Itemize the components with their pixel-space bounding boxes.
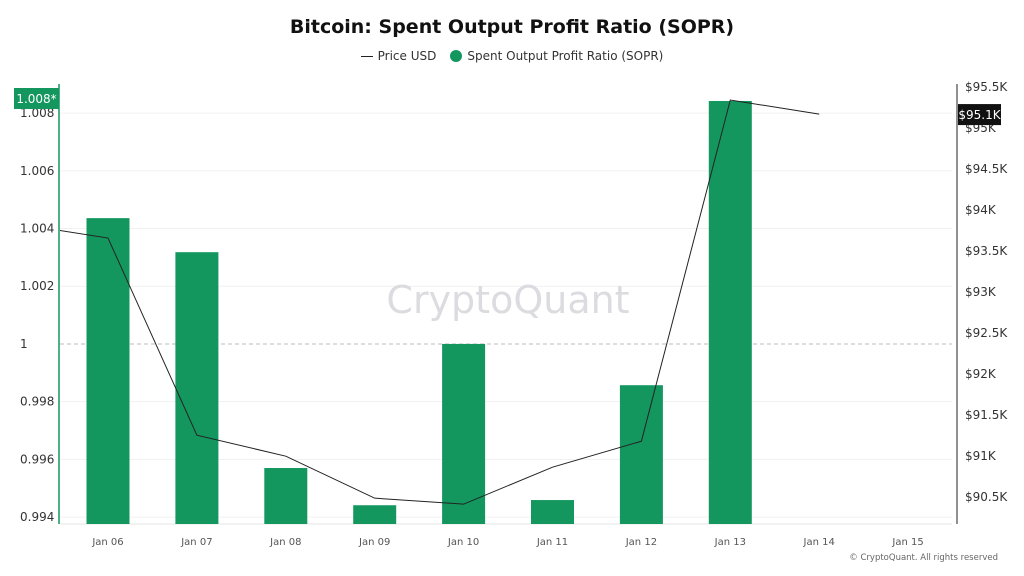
left-tick-label: 0.996 bbox=[20, 452, 54, 466]
right-tick-label: $92K bbox=[965, 367, 997, 381]
left-tick-label: 1.004 bbox=[20, 222, 54, 236]
x-tick-label: Jan 12 bbox=[625, 537, 657, 548]
left-value-marker bbox=[14, 88, 59, 109]
left-tick-label: 0.998 bbox=[20, 395, 54, 409]
bar-jan-07 bbox=[175, 252, 219, 524]
bar-jan-12 bbox=[619, 385, 663, 524]
right-value-marker bbox=[958, 104, 1001, 126]
left-value-marker-label: 1.008* bbox=[16, 92, 56, 106]
left-tick-label: 1.006 bbox=[20, 164, 54, 178]
bar-jan-09 bbox=[353, 505, 397, 524]
legend-label-sopr: Spent Output Profit Ratio (SOPR) bbox=[467, 49, 664, 63]
x-tick-label: Jan 14 bbox=[803, 537, 835, 548]
right-tick-label: $92.5K bbox=[965, 326, 1008, 340]
x-tick-label: Jan 07 bbox=[180, 537, 212, 548]
bar-jan-13 bbox=[708, 100, 752, 525]
right-tick-label: $95.5K bbox=[965, 80, 1008, 94]
bar-jan-06 bbox=[86, 218, 130, 524]
right-tick-label: $91.5K bbox=[965, 408, 1008, 422]
watermark: CryptoQuant bbox=[386, 278, 629, 322]
left-tick-label: 1 bbox=[20, 337, 28, 351]
legend-item-sopr[interactable]: Spent Output Profit Ratio (SOPR) bbox=[450, 49, 663, 63]
x-tick-label: Jan 08 bbox=[269, 537, 301, 548]
left-tick-label: 1.002 bbox=[20, 279, 54, 293]
x-tick-label: Jan 15 bbox=[891, 537, 923, 548]
x-tick-label: Jan 09 bbox=[358, 537, 390, 548]
copyright: © CryptoQuant. All rights reserved bbox=[849, 553, 998, 563]
bar-jan-08 bbox=[264, 468, 308, 524]
x-tick-label: Jan 11 bbox=[536, 537, 568, 548]
x-tick-label: Jan 06 bbox=[91, 537, 123, 548]
legend-item-price[interactable]: Price USD bbox=[360, 49, 437, 63]
line-swatch-icon bbox=[360, 55, 373, 57]
right-tick-label: $94K bbox=[965, 203, 997, 217]
chart-title: Bitcoin: Spent Output Profit Ratio (SOPR… bbox=[289, 16, 735, 38]
bar-jan-10 bbox=[442, 343, 486, 524]
x-tick-label: Jan 13 bbox=[714, 537, 746, 548]
price-line bbox=[60, 99, 820, 505]
right-tick-label: $93.5K bbox=[965, 244, 1008, 258]
dot-swatch-icon bbox=[450, 50, 463, 62]
left-tick-label: 0.994 bbox=[20, 510, 54, 524]
right-tick-label: $94.5K bbox=[965, 162, 1008, 176]
x-tick-label: Jan 10 bbox=[447, 537, 479, 548]
legend-label-price: Price USD bbox=[377, 49, 437, 63]
right-tick-label: $91K bbox=[965, 449, 997, 463]
bar-jan-11 bbox=[531, 500, 574, 524]
legend: Price USD Spent Output Profit Ratio (SOP… bbox=[0, 49, 1024, 63]
right-value-marker-label: $95.1K bbox=[958, 108, 1001, 122]
right-tick-label: $90.5K bbox=[965, 490, 1008, 504]
right-tick-label: $93K bbox=[965, 285, 997, 299]
left-tick-label: 1.008 bbox=[20, 106, 54, 120]
